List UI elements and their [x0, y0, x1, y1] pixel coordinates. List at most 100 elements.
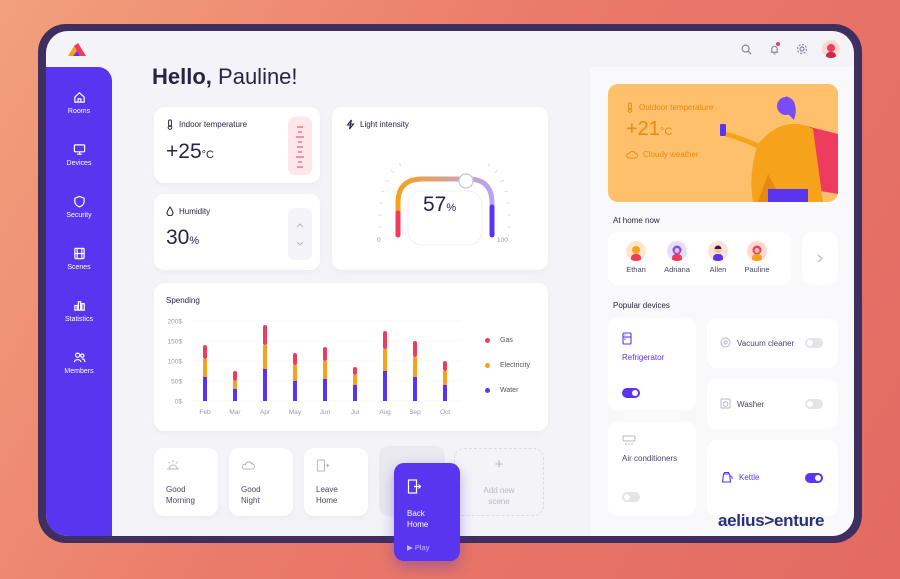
sidebar-item-label: Members — [64, 368, 94, 375]
users-icon — [73, 352, 85, 363]
sidebar-item-rooms[interactable]: Rooms — [46, 91, 112, 115]
scene-label: Morning — [166, 496, 195, 505]
scene-label: Back — [407, 509, 425, 518]
y-tick-label: 150$ — [168, 339, 183, 346]
outdoor-temperature-label: Outdoor temperature — [639, 103, 714, 112]
gauge-knob — [458, 173, 474, 189]
scene-label: Night — [241, 496, 260, 505]
stepper-arrows-icon — [296, 223, 304, 246]
bar-gas-feb — [203, 345, 207, 359]
person-pauline[interactable]: Pauline — [738, 241, 776, 274]
device-kettle[interactable]: Kettle — [707, 440, 838, 516]
humidity-card[interactable]: Humidity 30% — [154, 194, 320, 270]
weather-condition: Cloudy weather — [643, 150, 699, 159]
device-washer[interactable]: Washer — [707, 379, 838, 429]
washer-icon — [720, 398, 731, 409]
device-name: Air conditioners — [622, 454, 678, 463]
device-name: Washer — [737, 400, 765, 409]
legend-water: Water — [485, 387, 518, 394]
sidebar-item-devices[interactable]: Devices — [46, 143, 112, 167]
light-intensity-value: 57 — [423, 193, 447, 216]
humidity-value: 30 — [166, 226, 190, 249]
sidebar-item-label: Rooms — [67, 108, 91, 115]
humidity-stepper[interactable] — [288, 208, 312, 260]
bar-gas-oct — [443, 361, 447, 371]
device-refrigerator[interactable]: Refrigerator — [608, 318, 696, 410]
scene-good-morning[interactable]: Good Morning — [154, 448, 218, 516]
add-scene-button[interactable]: + Add new scene — [454, 448, 544, 516]
bar-electricity-jun — [323, 361, 327, 379]
x-tick-label: Jul — [351, 409, 360, 416]
weather-card: Outdoor temperature +21°C Cloudy weather — [608, 84, 838, 202]
lightning-icon — [346, 119, 355, 130]
outdoor-temperature-unit: °C — [659, 126, 673, 138]
bar-gas-sep — [413, 341, 417, 357]
sidebar-item-statistics[interactable]: Statistics — [46, 299, 112, 323]
weather-illustration — [720, 96, 838, 202]
washer-toggle[interactable] — [805, 399, 823, 409]
bar-water-jul — [353, 385, 357, 401]
temperature-slider[interactable] — [288, 117, 312, 175]
spending-card: Spending 200$ 150$ 100$ 50$ 0$ Feb Mar Apr May Ju… — [154, 283, 548, 431]
bell-icon[interactable] — [766, 41, 782, 57]
x-tick-label: Sep — [409, 409, 421, 416]
scene-label: scene — [488, 497, 510, 506]
person-name: Pauline — [744, 265, 770, 274]
legend-gas: Gas — [485, 337, 513, 344]
scene-label: Good — [241, 485, 261, 494]
scene-back-home[interactable]: Back Home ▶ Play — [394, 463, 460, 561]
sidebar-item-members[interactable]: Members — [46, 351, 112, 375]
y-tick-label: 100$ — [168, 359, 183, 366]
bar-gas-mar — [233, 371, 237, 381]
air-conditioner-icon — [622, 435, 636, 445]
kettle-toggle[interactable] — [805, 473, 823, 483]
person-allen[interactable]: Allen — [699, 241, 737, 274]
page-title: Hello, Pauline! — [152, 64, 298, 90]
x-tick-label: Aug — [379, 409, 391, 416]
brand-watermark: aelius>enture — [718, 511, 825, 530]
indoor-temperature-label: Indoor temperature — [179, 120, 248, 129]
scene-leave-home[interactable]: Leave Home — [304, 448, 368, 516]
sun-icon — [167, 460, 179, 470]
avatar — [667, 241, 687, 261]
person-name: Ethan — [626, 265, 646, 274]
play-button[interactable]: ▶ Play — [407, 542, 460, 553]
humidity-unit: % — [189, 235, 200, 247]
sidebar-item-security[interactable]: Security — [46, 195, 112, 219]
x-tick-label: Mar — [229, 409, 241, 416]
scene-good-night[interactable]: Good Night — [229, 448, 293, 516]
moon-cloud-icon — [241, 460, 255, 470]
vacuum-icon — [720, 337, 731, 348]
bar-electricity-feb — [203, 359, 207, 377]
home-icon — [73, 92, 85, 103]
vacuum-cleaner-toggle[interactable] — [805, 338, 823, 348]
indoor-temperature-card[interactable]: Indoor temperature +25°C — [154, 107, 320, 183]
light-intensity-card[interactable]: Light intensity 57% 0 100 — [332, 107, 548, 270]
legend-water-dot — [485, 388, 490, 393]
play-icon: ▶ — [407, 543, 415, 552]
person-adriana[interactable]: Adriana — [658, 241, 696, 274]
sidebar-item-label: Security — [66, 212, 92, 219]
bar-gas-jul — [353, 367, 357, 375]
x-tick-label: Jun — [320, 409, 331, 416]
gear-icon[interactable] — [794, 41, 810, 57]
device-vacuum-cleaner[interactable]: Vacuum cleaner — [707, 318, 838, 368]
popular-devices-title: Popular devices — [613, 301, 670, 310]
device-air-conditioners[interactable]: Air conditioners — [608, 422, 696, 516]
shield-icon — [73, 195, 85, 208]
device-name: Vacuum cleaner — [737, 339, 795, 348]
x-tick-label: Feb — [199, 409, 211, 416]
y-tick-label: 200$ — [168, 319, 183, 326]
top-toolbar — [738, 40, 840, 58]
legend-label: Electricity — [500, 362, 530, 369]
indoor-temperature-value: +25 — [166, 140, 202, 163]
greeting-hello: Hello, — [152, 64, 212, 89]
refrigerator-toggle[interactable] — [622, 388, 640, 398]
scene-label: Good — [166, 485, 186, 494]
people-next-button[interactable] — [802, 232, 838, 285]
user-avatar[interactable] — [822, 40, 840, 58]
air-conditioners-toggle[interactable] — [622, 492, 640, 502]
search-icon[interactable] — [738, 41, 754, 57]
person-ethan[interactable]: Ethan — [617, 241, 655, 274]
sidebar-item-scenes[interactable]: Scenes — [46, 247, 112, 271]
